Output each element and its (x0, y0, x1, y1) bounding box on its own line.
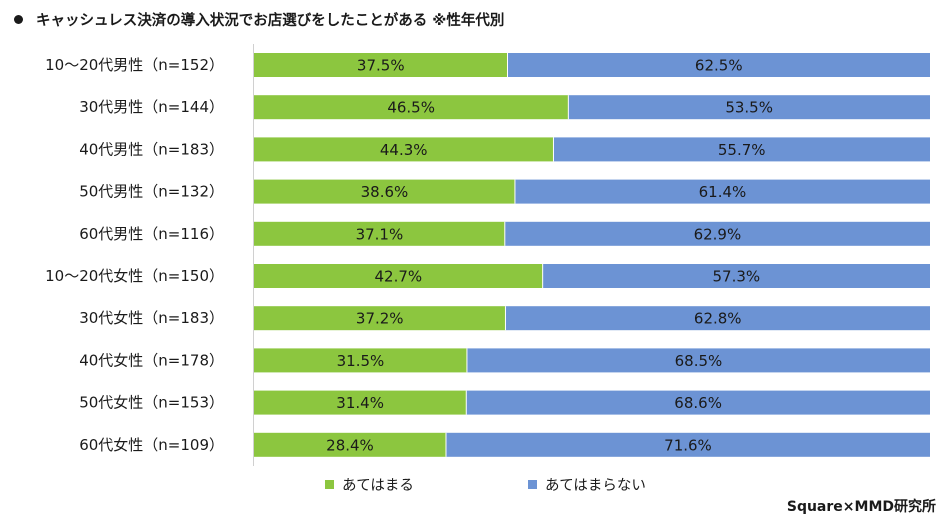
bar-segment-series-0 (254, 432, 446, 457)
category-label: 10～20代男性（n=152） (45, 56, 224, 74)
legend-label-series-1: あてはまらない (545, 478, 646, 494)
bar-segment-series-0 (254, 179, 515, 204)
category-label: 60代女性（n=109） (79, 436, 224, 454)
category-label: 60代男性（n=116） (79, 225, 224, 243)
category-label: 50代男性（n=132） (79, 183, 224, 201)
category-label: 10～20代女性（n=150） (45, 267, 224, 285)
category-label: 30代女性（n=183） (79, 309, 224, 327)
data-label-series-1: 57.3% (712, 268, 760, 286)
data-label-series-0: 38.6% (361, 183, 409, 201)
credit: Square×MMD研究所 (786, 499, 936, 515)
data-label-series-1: 61.4% (699, 183, 747, 201)
bar-segment-series-1 (466, 390, 930, 415)
legend-item-series-0: あてはまる (325, 474, 414, 495)
bar-segment-series-1 (514, 179, 930, 204)
bar-segment-series-1 (445, 432, 930, 457)
bar-segment-series-0 (254, 53, 508, 77)
bar-segment-series-0 (254, 221, 505, 246)
category-label: 30代男性（n=144） (79, 98, 224, 116)
category-label: 40代女性（n=178） (79, 351, 224, 369)
bar-segment-series-1 (507, 53, 930, 77)
data-label-series-1: 68.5% (675, 352, 723, 370)
bar-segment-series-0 (254, 348, 467, 373)
data-label-series-1: 53.5% (725, 99, 773, 117)
data-label-series-1: 62.5% (695, 57, 743, 75)
data-label-series-0: 37.1% (356, 225, 404, 243)
bar-segment-series-1 (505, 306, 930, 331)
bar-segment-series-1 (504, 221, 930, 246)
bar-segment-series-0 (254, 390, 467, 415)
data-label-series-0: 42.7% (374, 268, 422, 286)
bar-segment-series-1 (466, 348, 930, 373)
bar-segment-series-0 (254, 306, 506, 331)
category-label: 50代女性（n=153） (79, 394, 224, 412)
legend-label-series-0: あてはまる (342, 478, 414, 494)
data-label-series-0: 46.5% (387, 99, 435, 117)
legend-swatch-series-0 (325, 480, 334, 489)
legend-swatch-series-1 (528, 480, 537, 489)
data-label-series-1: 62.9% (694, 225, 742, 243)
data-label-series-0: 37.2% (356, 310, 404, 328)
chart-title: キャッシュレス決済の導入状況でお店選びをしたことがある ※性年代別 (14, 9, 504, 30)
legend: あてはまる あてはまらない (0, 474, 952, 494)
data-label-series-1: 68.6% (674, 394, 722, 412)
bar-segment-series-1 (568, 95, 930, 120)
bar-segment-series-0 (254, 264, 543, 288)
category-label: 40代男性（n=183） (79, 140, 224, 158)
bullet-icon (14, 15, 23, 24)
data-label-series-0: 28.4% (326, 436, 374, 454)
data-label-series-0: 37.5% (357, 57, 405, 75)
data-label-series-1: 71.6% (664, 436, 712, 454)
bar-segment-series-1 (542, 264, 930, 288)
legend-item-series-1: あてはまらない (528, 474, 646, 495)
data-label-series-1: 55.7% (718, 141, 766, 159)
bar-segment-series-0 (254, 137, 554, 162)
bar-segment-series-1 (553, 137, 930, 162)
data-label-series-0: 44.3% (380, 141, 428, 159)
chart-title-text: キャッシュレス決済の導入状況でお店選びをしたことがある ※性年代別 (36, 13, 505, 29)
data-label-series-0: 31.5% (337, 352, 385, 370)
bar-segment-series-0 (254, 95, 569, 120)
data-label-series-0: 31.4% (336, 394, 384, 412)
data-label-series-1: 62.8% (694, 310, 742, 328)
